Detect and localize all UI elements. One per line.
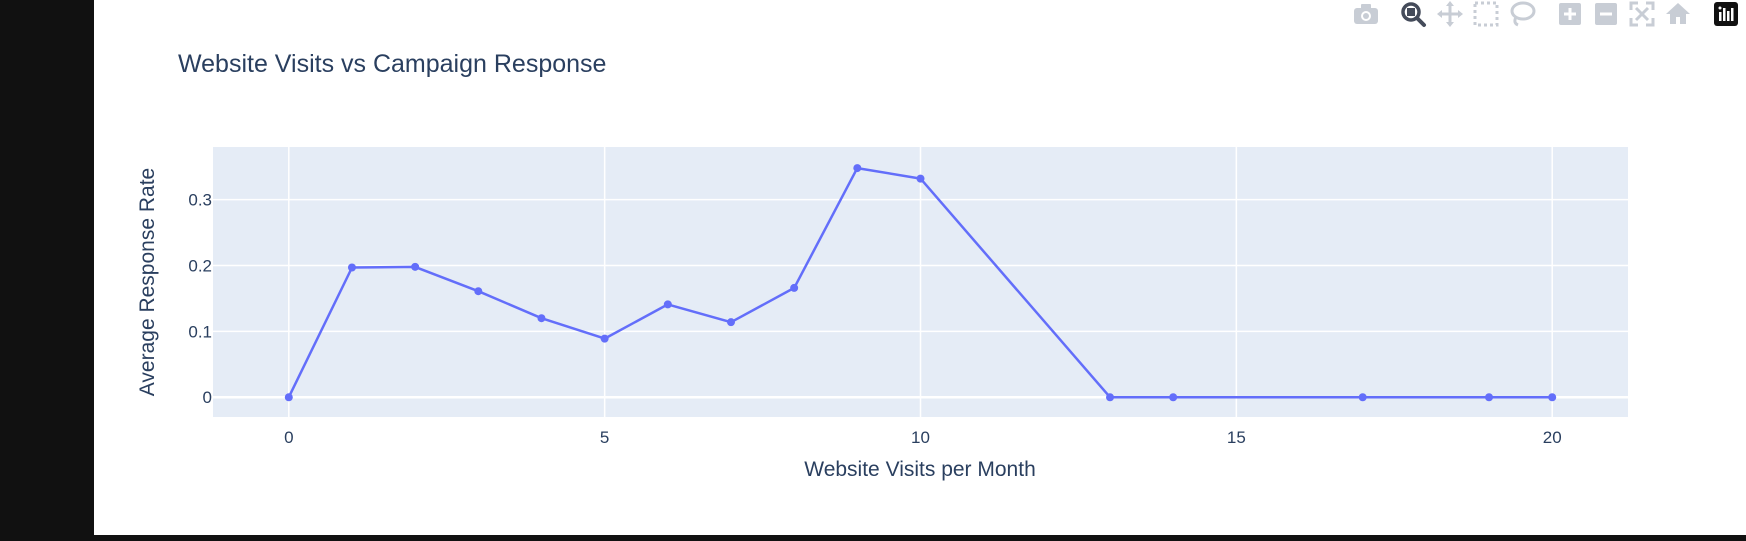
- x-tick-label: 10: [911, 428, 930, 447]
- data-point: [790, 283, 799, 292]
- zoom-in-icon[interactable]: [1559, 3, 1581, 25]
- chart-title: Website Visits vs Campaign Response: [178, 50, 606, 78]
- y-tick-label: 0.2: [188, 257, 212, 276]
- data-point: [284, 393, 293, 402]
- zoom-icon[interactable]: [1401, 2, 1426, 27]
- reset-axes-icon[interactable]: [1666, 3, 1690, 24]
- y-axis-title: Average Response Rate: [136, 168, 159, 396]
- y-tick-label: 0: [203, 388, 212, 407]
- left-dark-strip: [0, 0, 94, 541]
- camera-icon[interactable]: [1354, 4, 1378, 24]
- data-point: [663, 300, 672, 309]
- box-select-icon[interactable]: [1473, 1, 1499, 27]
- x-tick-label: 15: [1227, 428, 1246, 447]
- data-point: [347, 263, 356, 272]
- modebar: [1354, 1, 1738, 27]
- data-point: [600, 334, 609, 343]
- x-axis-title: Website Visits per Month: [804, 458, 1036, 481]
- lasso-select-icon[interactable]: [1510, 1, 1536, 27]
- data-point: [411, 262, 420, 271]
- autoscale-icon[interactable]: [1629, 1, 1655, 27]
- bottom-dark-strip: [0, 535, 1746, 541]
- plotly-logo-icon[interactable]: [1714, 2, 1738, 26]
- x-tick-label: 5: [600, 428, 609, 447]
- data-point: [916, 174, 925, 183]
- zoom-out-icon[interactable]: [1595, 3, 1617, 25]
- data-point: [1548, 393, 1557, 402]
- y-tick-label: 0.3: [188, 191, 212, 210]
- series-line: [287, 166, 1553, 399]
- pan-icon[interactable]: [1437, 1, 1463, 27]
- data-point: [537, 314, 546, 323]
- data-point: [474, 287, 483, 296]
- x-tick-label: 20: [1543, 428, 1562, 447]
- data-point: [1485, 393, 1494, 402]
- data-point: [1169, 393, 1178, 402]
- data-point: [1106, 393, 1115, 402]
- data-point: [726, 318, 735, 327]
- y-tick-label: 0.1: [188, 322, 212, 341]
- x-tick-label: 0: [284, 428, 293, 447]
- data-point: [1358, 393, 1367, 402]
- data-point: [853, 164, 862, 173]
